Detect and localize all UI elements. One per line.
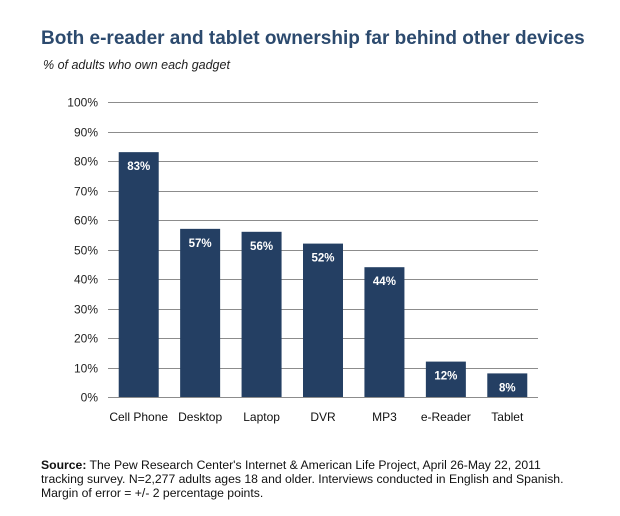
y-axis-ticks: 0% 10% 20% 30% 40% 50% 60% 70% 80% 90% 100% <box>67 96 98 405</box>
y-tick-label: 80% <box>74 155 98 169</box>
y-tick-label: 40% <box>74 273 98 287</box>
bar-data-label: 12% <box>434 371 457 383</box>
x-axis-categories: Cell Phone Desktop Laptop DVR MP3 e-Reader Tab… <box>109 410 524 424</box>
x-category-label: MP3 <box>372 410 397 424</box>
bar-data-labels: 83% 57% 56% 52% 44% 12% 8% <box>127 161 515 394</box>
bar-desktop <box>180 228 221 397</box>
bar-mp3 <box>364 267 405 397</box>
y-tick-label: 20% <box>74 332 98 346</box>
bar-tablet <box>487 373 528 397</box>
bar-e-reader <box>425 361 466 397</box>
bar-dvr <box>303 243 343 397</box>
y-tick-label: 50% <box>74 244 98 258</box>
bar-cell-phone <box>118 152 159 397</box>
chart-subtitle: % of adults who own each gadget <box>43 58 230 72</box>
y-tick-label: 30% <box>74 303 98 317</box>
bar-data-label: 83% <box>127 161 150 173</box>
bar-data-label: 44% <box>373 276 396 288</box>
chart-title: Both e-reader and tablet ownership far b… <box>41 28 585 49</box>
bar-laptop <box>241 231 282 397</box>
x-category-label: e-Reader <box>421 410 471 424</box>
y-tick-label: 70% <box>74 185 98 199</box>
source-label: Source: <box>41 458 87 472</box>
bar-data-label: 57% <box>189 238 212 250</box>
y-tick-label: 60% <box>74 214 98 228</box>
bar-data-label: 52% <box>311 253 334 265</box>
y-tick-label: 100% <box>67 96 98 110</box>
y-tick-label: 10% <box>74 362 98 376</box>
y-tick-label: 0% <box>81 391 99 405</box>
source-note: Source: The Pew Research Center's Intern… <box>41 458 581 500</box>
gridlines <box>108 102 538 398</box>
source-text: The Pew Research Center's Internet & Ame… <box>41 458 564 500</box>
x-category-label: DVR <box>310 410 336 424</box>
y-tick-label: 90% <box>74 126 98 140</box>
x-category-label: Cell Phone <box>109 410 168 424</box>
x-category-label: Desktop <box>178 410 222 424</box>
x-category-label: Laptop <box>243 410 280 424</box>
bar-data-label: 8% <box>499 382 516 394</box>
x-category-label: Tablet <box>491 410 524 424</box>
bar-data-label: 56% <box>250 241 273 253</box>
bars <box>118 152 528 397</box>
